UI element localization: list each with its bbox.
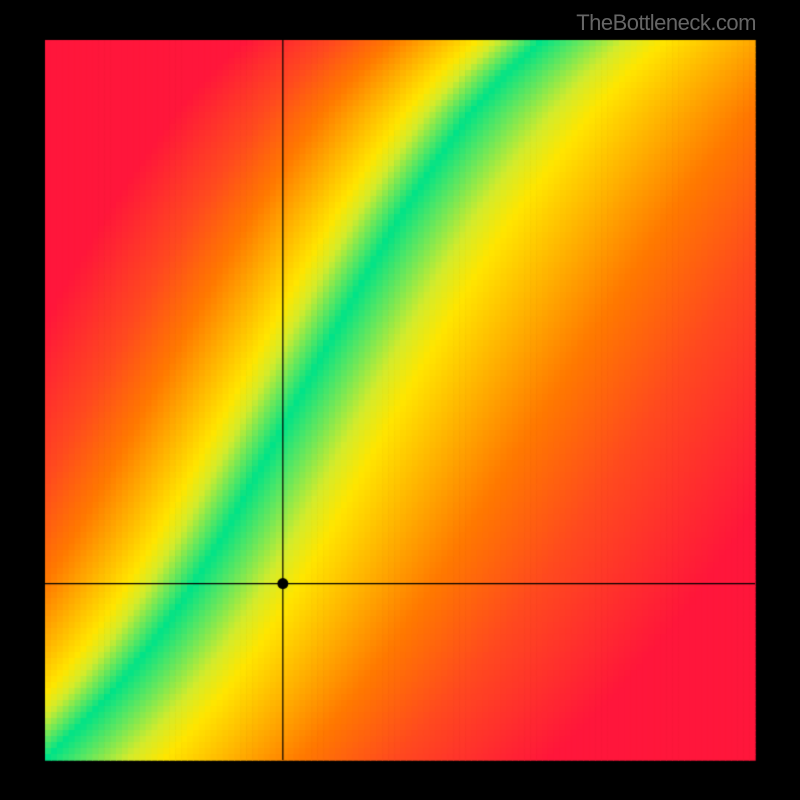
watermark-text: TheBottleneck.com	[576, 10, 756, 36]
bottleneck-heatmap	[0, 0, 800, 800]
